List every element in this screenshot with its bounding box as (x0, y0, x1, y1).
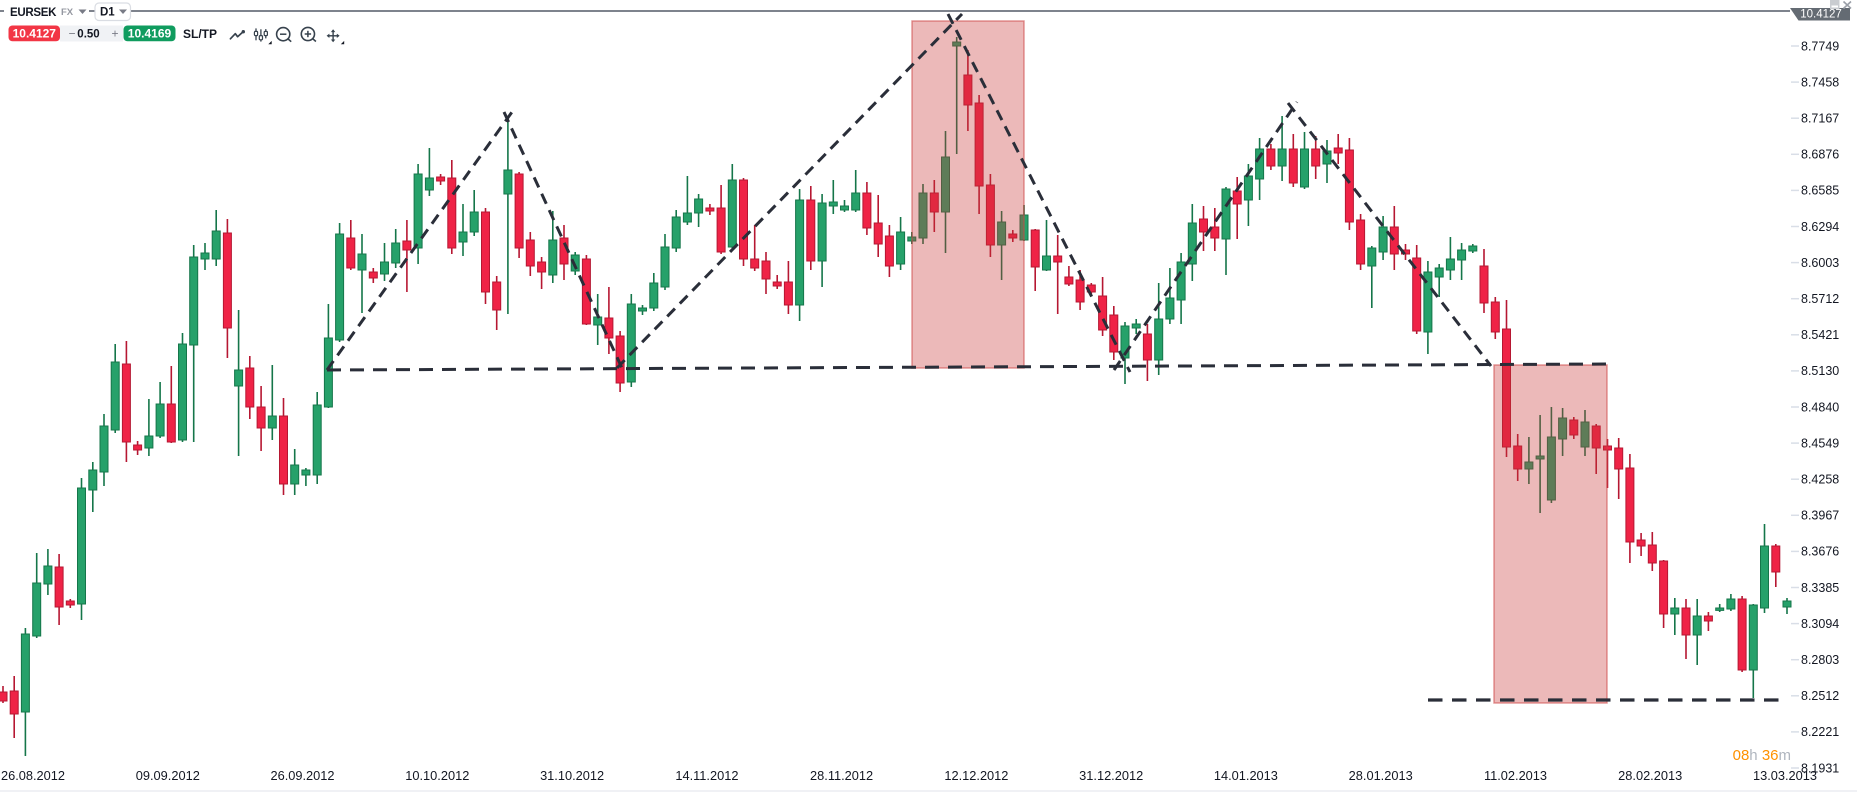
svg-text:28.11.2012: 28.11.2012 (810, 768, 873, 783)
svg-text:14.01.2013: 14.01.2013 (1214, 768, 1278, 783)
svg-text:8.7458: 8.7458 (1801, 75, 1839, 89)
svg-text:8.6294: 8.6294 (1801, 220, 1839, 234)
svg-text:8.2803: 8.2803 (1801, 653, 1839, 667)
svg-text:+: + (111, 27, 118, 41)
svg-text:8.4258: 8.4258 (1801, 473, 1839, 487)
svg-text:0.50: 0.50 (77, 28, 99, 40)
svg-text:09.09.2012: 09.09.2012 (136, 768, 200, 783)
svg-text:8.3967: 8.3967 (1801, 509, 1839, 523)
svg-text:8.5712: 8.5712 (1801, 292, 1839, 306)
svg-text:13.03.2013: 13.03.2013 (1753, 768, 1817, 783)
svg-text:8.5421: 8.5421 (1801, 328, 1839, 342)
svg-text:8.6003: 8.6003 (1801, 256, 1839, 270)
svg-text:8.3676: 8.3676 (1801, 545, 1839, 559)
svg-text:8.6585: 8.6585 (1801, 184, 1839, 198)
svg-text:31.12.2012: 31.12.2012 (1079, 768, 1143, 783)
svg-text:10.4127: 10.4127 (1800, 9, 1842, 21)
svg-text:10.10.2012: 10.10.2012 (405, 768, 469, 783)
svg-text:28.01.2013: 28.01.2013 (1349, 768, 1413, 783)
svg-text:10.4127: 10.4127 (13, 27, 57, 41)
svg-text:EURSEK: EURSEK (10, 7, 57, 19)
svg-text:D1: D1 (100, 7, 115, 19)
svg-text:8.2221: 8.2221 (1801, 725, 1839, 739)
svg-text:14.11.2012: 14.11.2012 (675, 768, 738, 783)
svg-text:8.4549: 8.4549 (1801, 436, 1839, 450)
svg-text:12.12.2012: 12.12.2012 (944, 768, 1008, 783)
svg-text:28.02.2013: 28.02.2013 (1618, 768, 1682, 783)
svg-text:31.10.2012: 31.10.2012 (540, 768, 604, 783)
svg-text:26.08.2012: 26.08.2012 (1, 768, 65, 783)
svg-text:26.09.2012: 26.09.2012 (270, 768, 334, 783)
svg-text:8.4840: 8.4840 (1801, 400, 1839, 414)
svg-text:8.2512: 8.2512 (1801, 689, 1839, 703)
svg-text:FX: FX (61, 7, 74, 18)
svg-text:11.02.2013: 11.02.2013 (1484, 768, 1547, 783)
svg-text:08h 36m: 08h 36m (1733, 747, 1791, 764)
svg-text:8.3094: 8.3094 (1801, 617, 1839, 631)
svg-text:8.7749: 8.7749 (1801, 39, 1839, 53)
svg-text:SL/TP: SL/TP (183, 27, 217, 41)
svg-text:8.6876: 8.6876 (1801, 148, 1839, 162)
svg-text:10.4169: 10.4169 (128, 27, 172, 41)
svg-text:8.5130: 8.5130 (1801, 364, 1839, 378)
svg-text:−: − (68, 27, 75, 41)
svg-text:8.1931: 8.1931 (1801, 761, 1839, 775)
svg-text:8.7167: 8.7167 (1801, 112, 1839, 126)
svg-text:8.3385: 8.3385 (1801, 581, 1839, 595)
